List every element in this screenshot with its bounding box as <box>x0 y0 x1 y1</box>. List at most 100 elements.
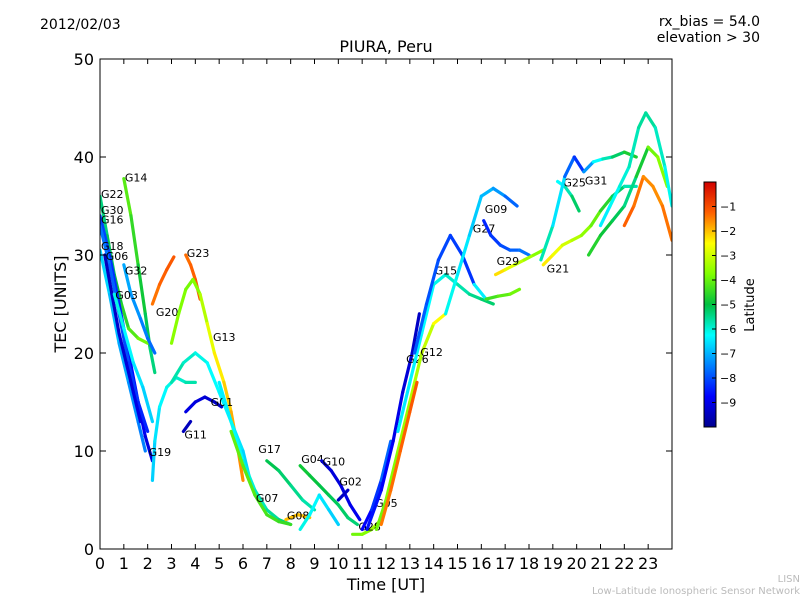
x-tick-label: 18 <box>519 554 539 573</box>
series-segment <box>651 184 665 208</box>
series-segment <box>131 361 145 389</box>
x-tick-label: 19 <box>543 554 563 573</box>
series-segment <box>122 263 133 296</box>
series-segment <box>379 488 393 527</box>
colorbar-tick-label: −7 <box>720 348 736 361</box>
satellite-label: G04 <box>301 453 324 466</box>
series-segment <box>424 258 441 306</box>
x-tick-label: 8 <box>286 554 296 573</box>
satellite-label: G20 <box>156 306 179 319</box>
series-segment <box>103 253 114 296</box>
x-tick-label: 3 <box>166 554 176 573</box>
series-segment <box>327 493 340 507</box>
series-g07 <box>229 429 293 527</box>
series-segment <box>107 253 121 306</box>
series-segment <box>150 439 157 482</box>
series-g23b <box>169 277 245 482</box>
series-segment <box>489 233 502 247</box>
series-segment <box>129 214 140 267</box>
y-tick-label: 10 <box>74 442 94 461</box>
series-segment <box>370 478 383 512</box>
series-segment <box>329 469 343 487</box>
series-segment <box>205 361 221 394</box>
series-segment <box>308 493 321 517</box>
satellite-label: G16 <box>101 214 124 227</box>
y-tick-label: 40 <box>74 148 94 167</box>
credit-long: Low-Latitude Ionospheric Sensor Network <box>592 586 800 597</box>
satellite-label: G13 <box>213 331 236 344</box>
series-segment <box>346 516 359 527</box>
series-segment <box>181 351 197 365</box>
series-segment <box>188 263 197 282</box>
colorbar-tick-label: −1 <box>720 201 736 214</box>
y-tick-label: 0 <box>84 540 94 559</box>
series-segment <box>479 297 495 306</box>
series-segment <box>517 248 531 257</box>
series-segment <box>494 268 507 277</box>
series-segment <box>169 312 181 345</box>
series-segment <box>320 459 333 473</box>
x-tick-label: 14 <box>423 554 443 573</box>
series-segment <box>467 194 483 237</box>
satellite-label: G30 <box>101 204 124 217</box>
x-tick-label: 16 <box>471 554 491 573</box>
series-segment <box>563 155 576 179</box>
satellite-label: G15 <box>435 265 458 278</box>
series-segment <box>124 361 135 394</box>
series-segment <box>136 263 147 316</box>
series-segment <box>570 233 584 242</box>
series-g04b <box>298 464 359 527</box>
series-segment <box>598 204 612 228</box>
satellite-label: G31 <box>585 174 608 187</box>
series-segment <box>374 498 388 532</box>
series-segment <box>131 390 143 424</box>
series-segment <box>212 351 226 384</box>
series-segment <box>100 214 112 257</box>
series-segment <box>136 336 150 345</box>
colorbar-tick-label: −9 <box>720 397 736 410</box>
series-g05 <box>360 439 393 532</box>
series-segment <box>138 317 150 340</box>
satellite-label: G19 <box>149 446 172 459</box>
x-tick-label: 6 <box>238 554 248 573</box>
series-segment <box>146 336 157 355</box>
series-segment <box>637 111 648 130</box>
satellite-label: G22 <box>101 188 124 201</box>
series-segment <box>663 165 672 208</box>
series-segment <box>384 449 400 502</box>
series-segment <box>348 503 362 522</box>
series-segment <box>622 204 636 228</box>
series-segment <box>265 459 281 473</box>
series-segment <box>277 519 293 527</box>
series-segment <box>448 233 464 257</box>
series-segment <box>541 253 555 267</box>
series-segment <box>522 253 536 262</box>
series-segment <box>241 464 257 497</box>
series-segment <box>184 400 197 414</box>
series-segment <box>455 282 472 296</box>
series-g27 <box>443 186 519 316</box>
series-segment <box>117 331 128 365</box>
series-segment <box>398 410 412 453</box>
series-segment <box>401 351 414 394</box>
series-g29 <box>494 248 545 277</box>
x-tick-label: 17 <box>495 554 515 573</box>
x-tick-label: 1 <box>119 554 129 573</box>
series-segment <box>157 268 169 286</box>
series-segment <box>513 258 526 267</box>
series-segment <box>212 400 224 409</box>
satellite-label: G14 <box>125 172 148 185</box>
series-segment <box>360 527 374 536</box>
series-segment <box>277 469 293 487</box>
series-segment <box>491 186 507 198</box>
series-g18 <box>100 248 147 453</box>
series-segment <box>308 473 321 487</box>
series-segment <box>389 449 402 492</box>
series-segment <box>413 302 429 355</box>
colorbar-ticks: −9 −8 −7 −6 −5 −4 −3 −2 −1 <box>712 201 736 410</box>
series-segment <box>184 277 195 291</box>
series-segment <box>496 292 512 298</box>
series-g20 <box>150 255 176 306</box>
series-segment <box>253 488 269 512</box>
